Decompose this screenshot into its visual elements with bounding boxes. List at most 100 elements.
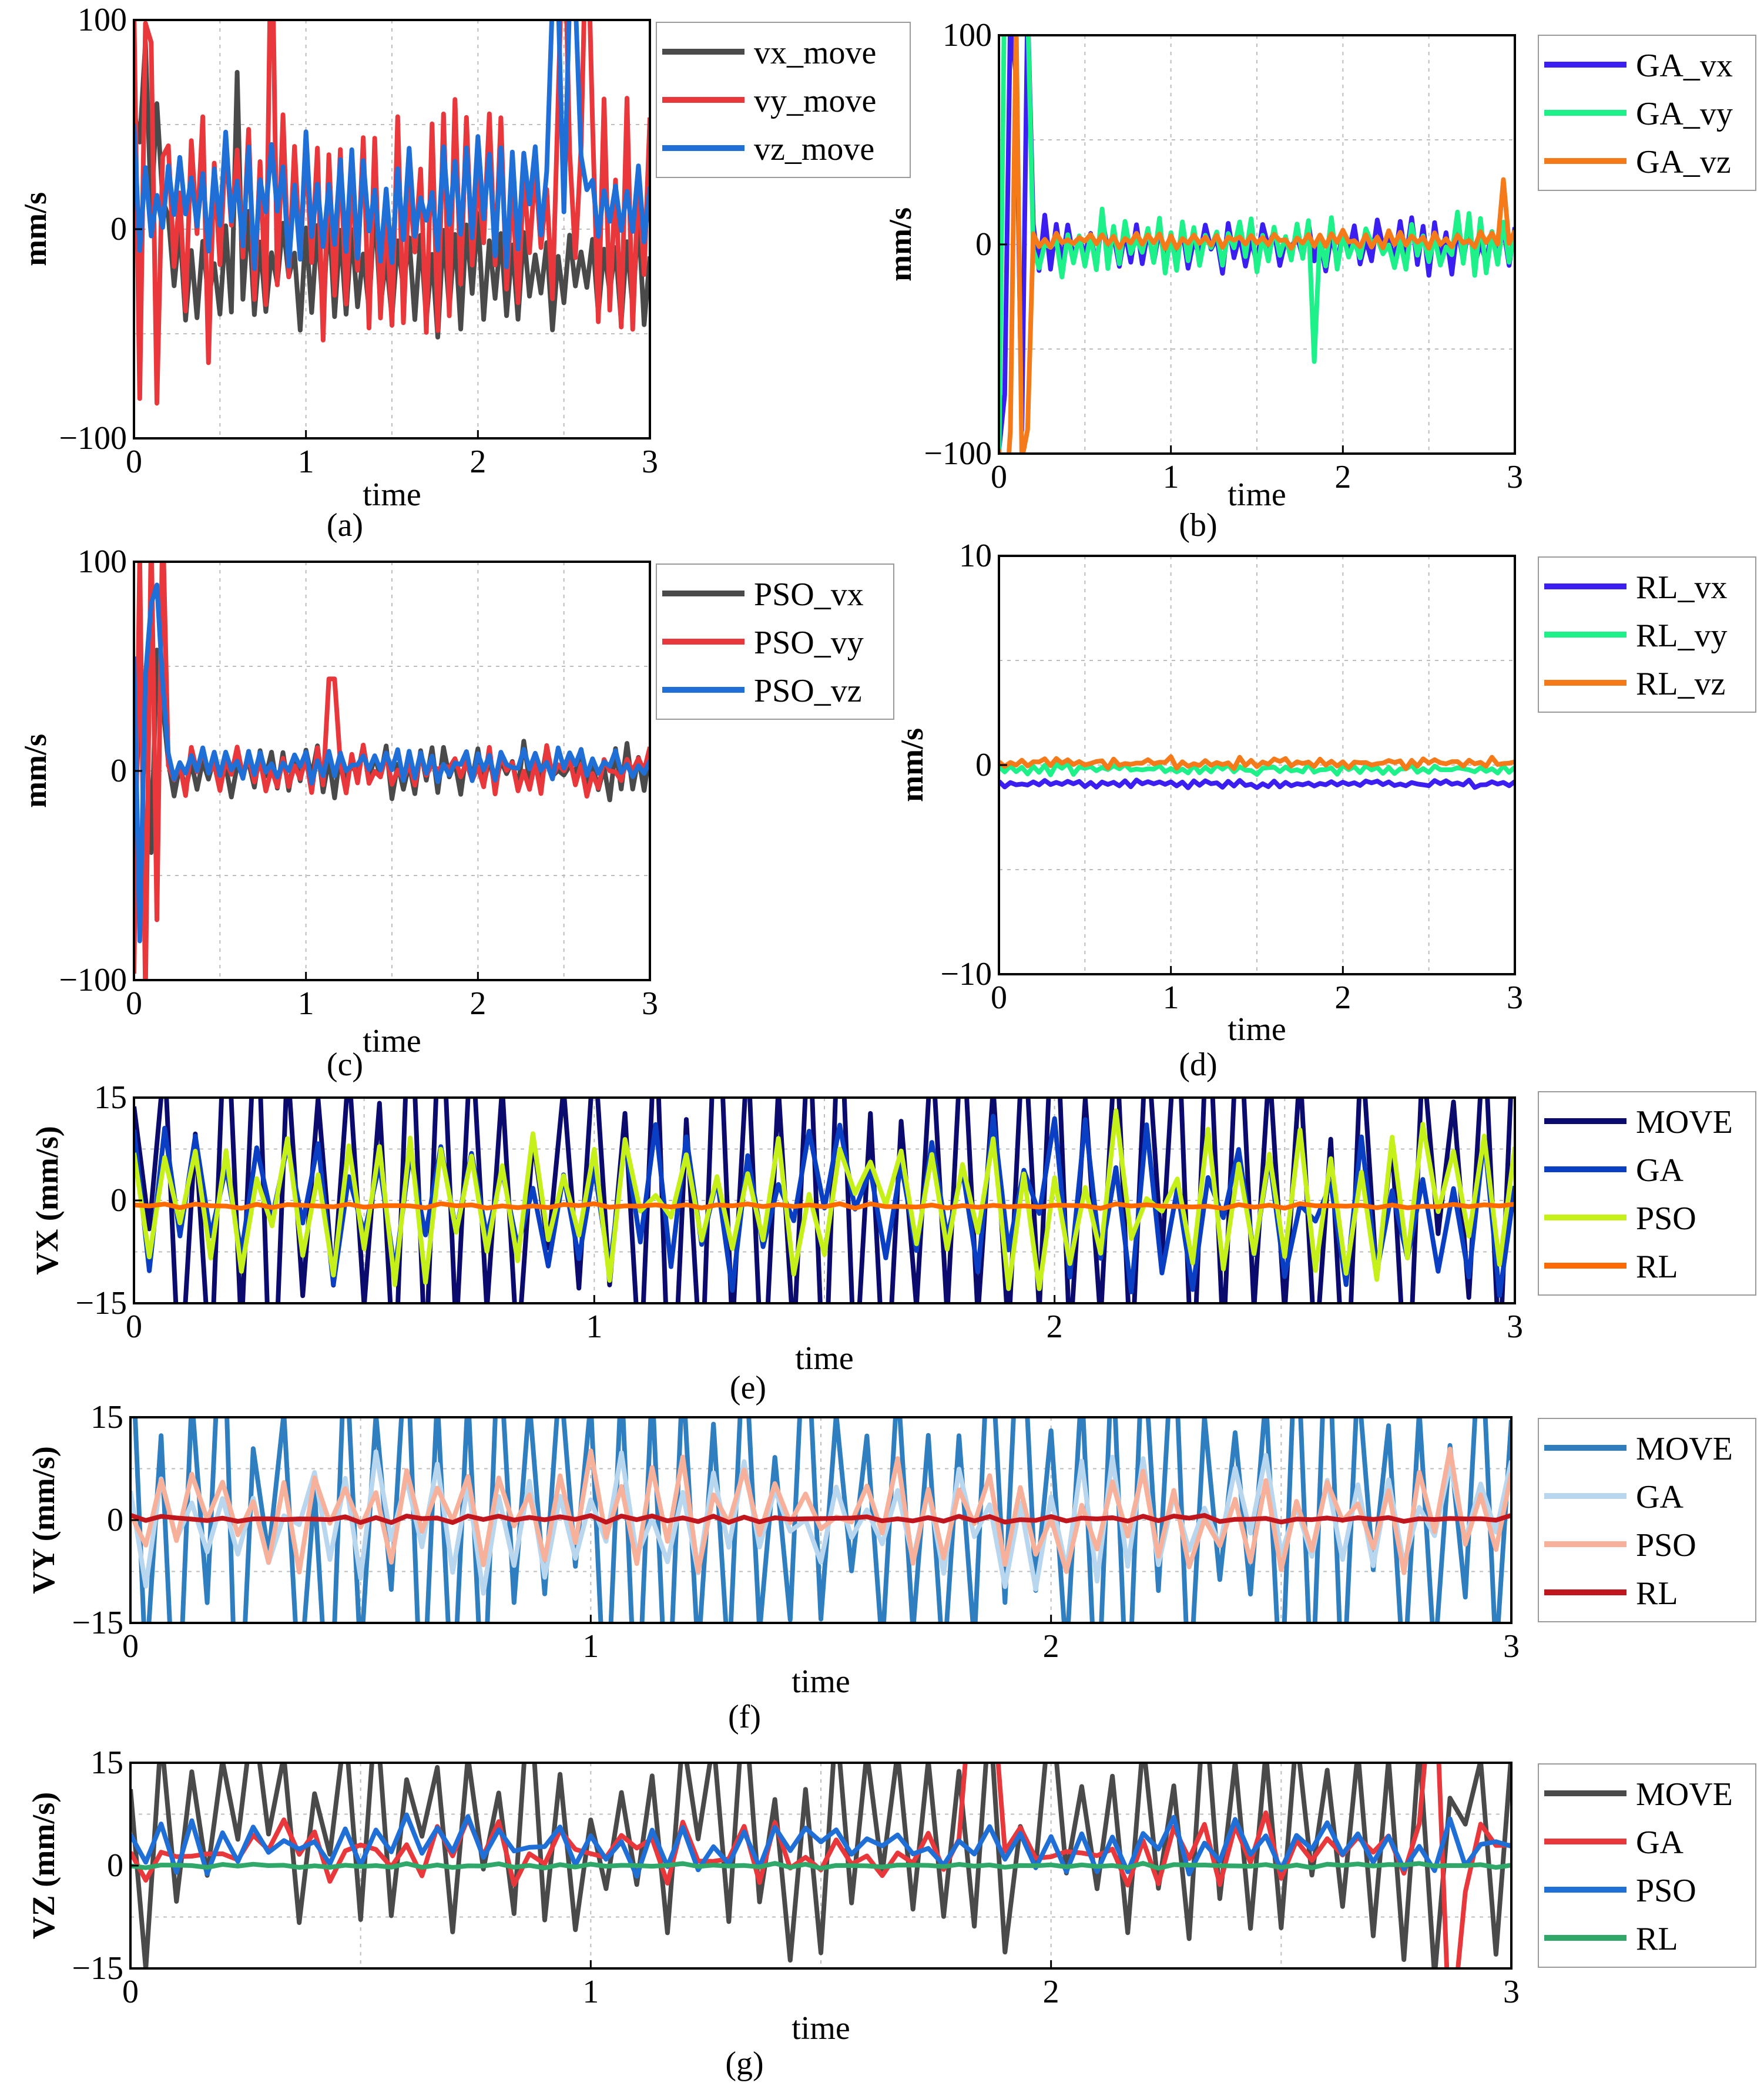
legend-box <box>1538 1763 1756 1968</box>
y-tick-label: 0 <box>975 747 992 783</box>
y-tick-label: 10 <box>959 538 992 574</box>
y-axis-label: VX (mm/s) <box>29 1126 65 1274</box>
y-tick-label: 15 <box>94 1079 127 1116</box>
x-tick-label: 3 <box>1507 980 1523 1016</box>
series-line-GA <box>130 1449 1511 1596</box>
x-tick-label: 2 <box>1047 1309 1063 1345</box>
series-line-RL <box>130 1512 1511 1525</box>
chart-caption: (b) <box>1179 507 1217 544</box>
series-line-RL <box>134 1201 1515 1211</box>
legend-label: GA_vz <box>1636 144 1731 180</box>
y-tick-label: 15 <box>90 1745 123 1781</box>
chart-caption: (c) <box>327 1046 363 1083</box>
x-tick-label: 1 <box>298 985 314 1022</box>
legend-label: GA_vx <box>1636 48 1733 84</box>
legend-label: MOVE <box>1636 1431 1733 1467</box>
series-line-RL_vx <box>999 777 1515 790</box>
x-tick-label: 0 <box>126 444 142 480</box>
x-tick-label: 3 <box>1507 459 1523 495</box>
x-tick-label: 3 <box>1503 1628 1520 1665</box>
y-tick-label: −15 <box>75 1285 127 1321</box>
x-axis-label: time <box>1228 1011 1286 1048</box>
x-tick-label: 3 <box>642 444 658 480</box>
y-tick-label: −15 <box>72 1950 123 1987</box>
legend-label: PSO <box>1636 1527 1696 1564</box>
legend-label: RL_vy <box>1636 618 1728 654</box>
x-tick-label: 1 <box>582 1628 599 1665</box>
legend-label: vx_move <box>754 35 876 71</box>
legend-label: PSO_vz <box>754 673 862 709</box>
x-tick-label: 2 <box>1334 980 1351 1016</box>
series-line-MOVE <box>130 1763 1511 1968</box>
legend-label: RL_vx <box>1636 569 1728 606</box>
legend-label: GA <box>1636 1824 1683 1861</box>
x-tick-label: 1 <box>298 444 314 480</box>
x-axis-label: time <box>792 2010 850 2047</box>
x-tick-label: 0 <box>122 1628 139 1665</box>
x-axis-label: time <box>363 477 421 513</box>
y-tick-label: 0 <box>107 1502 123 1538</box>
legend-box <box>1538 1091 1756 1296</box>
legend-label: GA <box>1636 1479 1683 1515</box>
x-tick-label: 2 <box>469 444 486 480</box>
series-line-PSO <box>130 1447 1511 1575</box>
series-line-PSO <box>134 1108 1515 1292</box>
series-line-MOVE <box>133 1417 1511 1623</box>
x-tick-label: 0 <box>126 985 142 1022</box>
y-tick-label: 100 <box>943 17 992 53</box>
x-tick-label: 0 <box>122 1974 139 2010</box>
y-axis-label: mm/s <box>18 192 53 266</box>
y-tick-label: 0 <box>110 753 127 789</box>
legend-box <box>1538 1418 1756 1622</box>
y-tick-label: −100 <box>924 435 992 472</box>
chart-caption: (e) <box>730 1370 766 1406</box>
legend-label: MOVE <box>1636 1776 1733 1813</box>
series-line-PSO_vy <box>134 562 650 980</box>
x-tick-label: 2 <box>1334 459 1351 495</box>
legend-label: RL <box>1636 1575 1678 1612</box>
x-tick-label: 1 <box>1163 980 1179 1016</box>
y-axis-label: VZ (mm/s) <box>26 1792 61 1939</box>
chart-a: 0 1 2 3−1000100timemm/s(a)vx_movevy_movevz_… <box>18 2 911 544</box>
x-tick-label: 0 <box>991 459 1007 495</box>
y-tick-label: 100 <box>78 544 127 580</box>
y-tick-label: 0 <box>110 1182 127 1219</box>
series-line-vy_move <box>134 20 650 406</box>
series-line-RL <box>130 1861 1511 1871</box>
x-tick-label: 2 <box>469 985 486 1022</box>
legend-label: PSO <box>1636 1873 1696 1909</box>
y-axis-label: VY (mm/s) <box>26 1446 61 1594</box>
x-axis-label: time <box>1228 477 1286 513</box>
series-line-RL_vz <box>999 754 1515 772</box>
y-tick-label: 0 <box>110 211 127 247</box>
y-axis-label: mm/s <box>883 207 918 281</box>
x-tick-label: 2 <box>1043 1974 1059 2010</box>
legend-label: MOVE <box>1636 1104 1733 1141</box>
x-axis-label: time <box>792 1663 850 1700</box>
y-tick-label: −10 <box>940 956 992 992</box>
chart-caption: (f) <box>728 1699 761 1735</box>
legend-label: RL <box>1636 1249 1678 1285</box>
x-axis-label: time <box>795 1340 854 1377</box>
x-tick-label: 3 <box>1507 1309 1523 1345</box>
series-line-PSO_vz <box>134 582 650 944</box>
y-tick-label: 15 <box>90 1399 123 1435</box>
legend-label: PSO_vx <box>754 576 864 613</box>
legend-label: vz_move <box>754 131 874 167</box>
x-tick-label: 3 <box>1503 1974 1520 2010</box>
legend-label: PSO_vy <box>754 625 864 661</box>
legend-label: vy_move <box>754 83 876 119</box>
series-line-RL_vy <box>999 761 1515 777</box>
y-axis-label: mm/s <box>894 728 930 802</box>
series-line-vz_move <box>134 20 650 271</box>
series-line-GA_vz <box>999 35 1515 454</box>
legend-label: PSO <box>1636 1200 1696 1237</box>
legend-label: GA_vy <box>1636 96 1733 132</box>
x-tick-label: 1 <box>1163 459 1179 495</box>
y-tick-label: −100 <box>59 962 127 998</box>
y-tick-label: 0 <box>107 1847 123 1884</box>
